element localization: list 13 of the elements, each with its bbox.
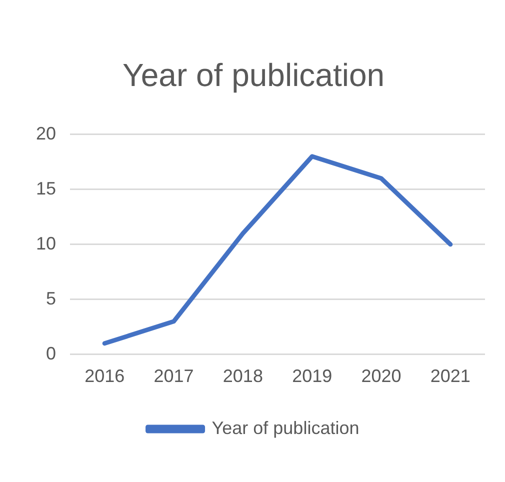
x-tick-label: 2021 xyxy=(430,366,470,386)
y-tick-label: 0 xyxy=(46,343,56,364)
x-tick-label: 2019 xyxy=(292,366,332,386)
y-tick-label: 5 xyxy=(46,288,56,308)
x-tick-label: 2016 xyxy=(84,366,125,386)
y-tick-label: 10 xyxy=(36,233,56,254)
x-tick-label: 2017 xyxy=(154,366,194,386)
legend-label: Year of publication xyxy=(212,418,360,438)
x-tick-label: 2018 xyxy=(222,366,263,386)
x-tick-label: 2020 xyxy=(361,366,402,386)
chart-title: Year of publication xyxy=(122,57,385,94)
y-tick-label: 20 xyxy=(36,123,56,144)
y-tick-label: 15 xyxy=(36,178,56,198)
